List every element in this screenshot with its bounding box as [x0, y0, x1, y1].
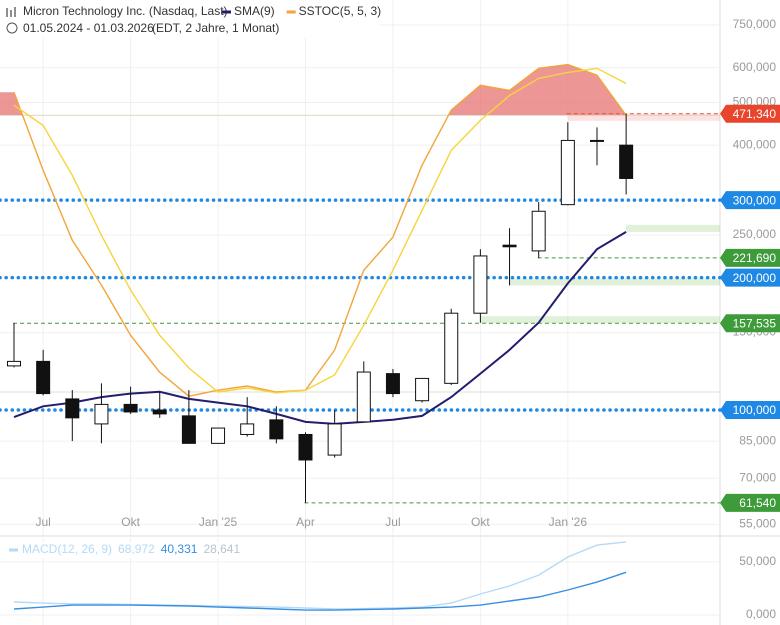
- zone: [480, 316, 720, 324]
- candle-body: [415, 377, 430, 402]
- price-tag-label: 100,000: [733, 403, 777, 417]
- candle-body: [6, 360, 21, 367]
- indicator-line: [13, 231, 627, 425]
- axis: 750,000600,000500,000400,000250,000150,0…: [4, 17, 780, 621]
- macd-legend-bg: [4, 542, 229, 558]
- y-tick-label: 70,000: [739, 470, 776, 484]
- price-tag: [720, 248, 780, 267]
- candle-body: [269, 419, 284, 440]
- y-tick-label: 750,000: [733, 17, 777, 31]
- chart-icon: [6, 7, 16, 17]
- candle-body: [211, 427, 226, 444]
- zone: [567, 113, 720, 121]
- price-tag: [720, 401, 780, 420]
- price-tag-label: 157,535: [733, 316, 777, 330]
- candle-body: [531, 210, 546, 252]
- indicator-line: [13, 63, 627, 397]
- y-tick-label: 50,000: [739, 554, 776, 568]
- macd-line: [13, 571, 627, 611]
- candle-body: [94, 403, 109, 425]
- x-tick-label: Jan '26: [549, 515, 588, 529]
- stoch-fill: [0, 64, 627, 116]
- price-tag-label: 200,000: [733, 271, 777, 285]
- plot: [0, 63, 722, 611]
- candle-body: [385, 373, 400, 395]
- price-tag-label: 300,000: [733, 193, 777, 207]
- candle-body: [298, 433, 313, 461]
- macd-name: MACD(12, 26, 9): [22, 542, 112, 556]
- legend-label: SMA(9): [234, 4, 275, 18]
- y-tick-label: 600,000: [733, 60, 777, 74]
- candle-body: [560, 139, 575, 206]
- range-note: (EDT, 2 Jahre, 1 Monat): [152, 21, 279, 35]
- candle-body: [123, 403, 138, 413]
- price-tag: [720, 268, 780, 287]
- price-tag-label: 221,690: [733, 251, 777, 265]
- macd-line: [13, 541, 627, 610]
- x-tick-label: Jan '25: [199, 515, 238, 529]
- zone: [626, 224, 720, 232]
- price-tag-label: 61,540: [739, 496, 776, 510]
- candle-body: [473, 255, 488, 314]
- candle-body: [619, 144, 634, 179]
- candle-body: [356, 371, 371, 423]
- price-tag: [720, 191, 780, 210]
- header: Micron Technology Inc. (Nasdaq, Last) 01…: [0, 0, 381, 38]
- macd-value: 68,972: [118, 542, 155, 556]
- candle-body: [589, 139, 604, 142]
- candle-body: [65, 398, 80, 419]
- y-tick-label: 85,000: [739, 433, 776, 447]
- candle-body: [444, 312, 459, 384]
- x-tick-label: Apr: [296, 515, 315, 529]
- header-bg: [0, 0, 380, 38]
- macd-value: 28,641: [203, 542, 240, 556]
- price-tag: [720, 314, 780, 333]
- y-tick-label: 0,000: [746, 607, 776, 621]
- candle-body: [327, 423, 342, 456]
- y-tick-label: 250,000: [733, 227, 777, 241]
- candle-body: [152, 409, 167, 415]
- y-tick-label: 400,000: [733, 137, 777, 151]
- candle-body: [36, 360, 51, 395]
- clock-icon: [6, 22, 18, 34]
- zone: [509, 278, 720, 286]
- legend-label: SSTOC(5, 5, 3): [299, 4, 381, 18]
- indicator-line: [13, 67, 627, 394]
- price-tag: [720, 104, 780, 123]
- x-tick-label: Okt: [471, 515, 490, 529]
- candle-body: [181, 415, 196, 444]
- macd-value: 40,331: [161, 542, 198, 556]
- x-tick-label: Jul: [35, 515, 50, 529]
- date-range: 01.05.2024 - 01.03.2026: [23, 21, 154, 35]
- chart-title: Micron Technology Inc. (Nasdaq, Last): [23, 4, 228, 18]
- y-tick-label: 55,000: [739, 516, 776, 530]
- x-tick-label: Jul: [385, 515, 400, 529]
- candle-body: [240, 423, 255, 435]
- candle-body: [502, 244, 517, 248]
- price-tag: [720, 493, 780, 512]
- x-tick-label: Okt: [121, 515, 140, 529]
- price-tag-label: 471,340: [733, 107, 777, 121]
